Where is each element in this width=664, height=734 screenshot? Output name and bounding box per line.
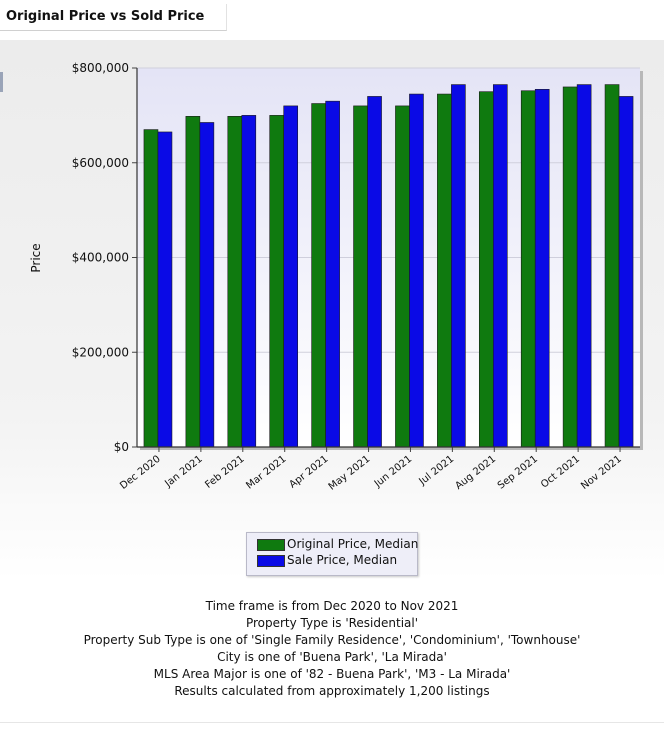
x-tick-label: May 2021 [327, 454, 373, 493]
x-tick-label: Feb 2021 [203, 454, 246, 491]
bar-original [143, 129, 159, 448]
criteria-line: Property Type is 'Residential' [245, 616, 419, 630]
x-tick-label: Jan 2021 [162, 454, 204, 490]
bar-original [269, 115, 285, 448]
bar-original [395, 105, 410, 448]
legend-label-sale: Sale Price, Median [287, 553, 398, 567]
criteria-line: Results calculated from approximately 1,… [174, 684, 490, 698]
y-axis-label: Price [29, 243, 43, 272]
bar-original [227, 116, 243, 448]
x-tick-label: Dec 2020 [118, 454, 163, 492]
bar-original [311, 103, 326, 448]
plot-shadow-bottom [140, 447, 643, 450]
criteria-line: City is one of 'Buena Park', 'La Mirada' [217, 650, 447, 664]
bar-sale [618, 96, 634, 448]
x-tick-label: Mar 2021 [244, 454, 288, 492]
bar-original [353, 105, 368, 448]
x-tick-label: Nov 2021 [579, 454, 624, 492]
y-tick-label: $600,000 [72, 156, 129, 170]
criteria-line: MLS Area Major is one of '82 - Buena Par… [153, 667, 511, 681]
bar-sale [367, 96, 382, 448]
report-criteria: Time frame is from Dec 2020 to Nov 2021 … [0, 598, 664, 700]
bar-sale [241, 115, 257, 448]
bar-original [437, 93, 452, 448]
bottom-divider [0, 722, 664, 723]
bar-sale [157, 131, 173, 448]
bar-original [604, 84, 620, 448]
x-tick-label: Jul 2021 [417, 454, 457, 488]
legend-swatch-original [257, 539, 285, 551]
y-tick-label: $0 [114, 440, 129, 454]
panel-edge-marker [0, 72, 3, 92]
x-tick-label: Apr 2021 [288, 454, 331, 491]
legend-label-original: Original Price, Median [287, 537, 419, 551]
chart-title-tab: Original Price vs Sold Price [0, 4, 227, 31]
x-tick-label: Jun 2021 [372, 454, 414, 491]
bar-sale [576, 84, 592, 448]
x-tick-label: Oct 2021 [539, 454, 582, 491]
bar-sale [325, 100, 340, 448]
criteria-line: Property Sub Type is one of 'Single Fami… [83, 633, 581, 647]
bar-original [185, 116, 201, 448]
x-tick-label: Sep 2021 [496, 454, 540, 492]
x-tick-label: Aug 2021 [453, 454, 498, 492]
plot-shadow-right [640, 71, 643, 450]
legend-swatch-sale [257, 555, 285, 567]
bar-original [520, 90, 536, 448]
chart-legend: Original Price, Median Sale Price, Media… [246, 532, 418, 576]
bar-sale [199, 122, 215, 448]
bar-sale [451, 84, 466, 448]
bar-original [562, 86, 578, 448]
bar-sale [283, 105, 299, 448]
bar-original [478, 91, 494, 448]
y-tick-label: $200,000 [72, 345, 129, 359]
bar-sale [409, 93, 424, 448]
y-tick-label: $800,000 [72, 61, 129, 75]
bar-sale [492, 84, 508, 448]
bar-sale [534, 89, 550, 448]
criteria-line: Time frame is from Dec 2020 to Nov 2021 [205, 599, 459, 613]
y-tick-label: $400,000 [72, 251, 129, 265]
page-title: Original Price vs Sold Price [6, 9, 205, 24]
bar-chart: $0 $200,000 $400,000 $600,000 $800,000 Dec 20… [29, 61, 643, 493]
